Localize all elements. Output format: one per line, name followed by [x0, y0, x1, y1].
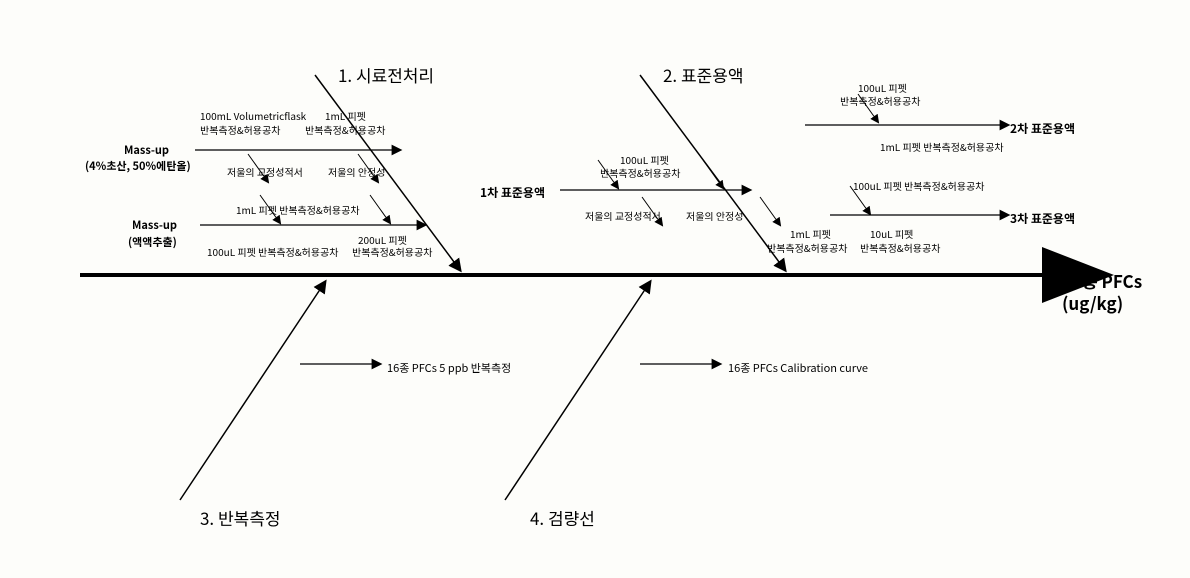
annotation-a12: 100uL 피펫 반복측정&허용공차: [207, 244, 338, 259]
t6: [703, 160, 723, 188]
bone4: [505, 282, 650, 500]
annotation-a2: 반복측정&허용공차: [200, 122, 280, 137]
bone2-label: 2. 표준용액: [663, 62, 744, 87]
t9: [760, 197, 780, 225]
annotation-a1: 100mL Volumetricflask: [200, 108, 306, 123]
annotation-c4: 저울의 교정성적서: [585, 208, 661, 223]
bone3: [180, 282, 325, 500]
fishbone-diagram-root: 16종 PFCs(ug/kg)1. 시료전처리2. 표준용액3. 반복측정4. …: [0, 0, 1190, 578]
annotation-b2: 반복측정&허용공차: [840, 93, 920, 108]
annotation-b8: 10uL 피펫: [870, 226, 913, 241]
annotation-b10: 3차 표준용액: [1010, 210, 1075, 227]
annotation-b5: 100uL 피펫 반복측정&허용공차: [853, 178, 984, 193]
annotation-a9: 1mL 피펫 반복측정&허용공차: [236, 202, 360, 217]
annotation-c2: 반복측정&허용공차: [600, 165, 680, 180]
diagram-svg: [0, 0, 1190, 578]
bone4-label: 4. 검량선: [530, 505, 595, 530]
bone3-label: 3. 반복측정: [200, 505, 281, 530]
annotation-b9: 반복측정&허용공차: [860, 240, 940, 255]
annotation-a6: (4%초산, 50%에탄올): [85, 158, 191, 174]
annotation-d2: 16종 PFCs Calibration curve: [728, 360, 868, 376]
annotation-b6: 1mL 피펫: [790, 226, 831, 241]
annotation-b4: 1mL 피펫 반복측정&허용공차: [880, 139, 1004, 154]
annotation-a5: Mass-up: [124, 142, 169, 158]
annotation-c5: 저울의 안정성: [686, 208, 743, 223]
annotation-b3: 2차 표준용액: [1010, 120, 1075, 137]
annotation-c3: 1차 표준용액: [480, 184, 545, 201]
bone1-label: 1. 시료전처리: [338, 62, 434, 87]
annotation-a8: 저울의 안정성: [328, 164, 385, 179]
annotation-a4: 반복측정&허용공차: [305, 122, 385, 137]
annotation-a7: 저울의 교정성적서: [227, 164, 303, 179]
annotation-a14: 반복측정&허용공차: [352, 244, 432, 259]
annotation-d1: 16종 PFCs 5 ppb 반복측정: [387, 360, 511, 376]
head-label-line2: (ug/kg): [1062, 290, 1123, 315]
annotation-a10: Mass-up: [132, 217, 177, 233]
t4: [370, 195, 390, 223]
annotation-a11: (액액추출): [128, 234, 177, 250]
annotation-b7: 반복측정&허용공차: [767, 240, 847, 255]
annotation-a3: 1mL 피펫: [325, 108, 366, 123]
